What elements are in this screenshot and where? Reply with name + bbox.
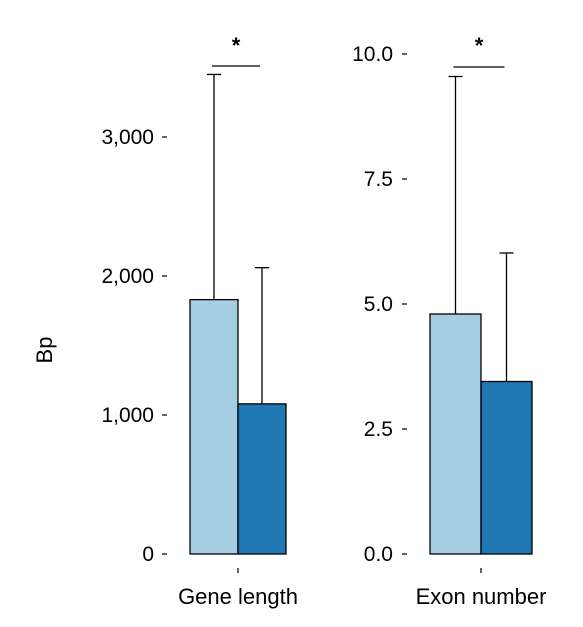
bar	[189, 298, 239, 555]
y-tick-label: 5.0	[364, 293, 393, 316]
y-tick-label: 0	[142, 543, 154, 566]
y-tick-label: 10.0	[352, 43, 393, 66]
bar	[429, 313, 482, 555]
x-category-label: Gene length	[178, 584, 298, 609]
significance-label: *	[475, 33, 484, 58]
y-tick-label: 2.5	[364, 418, 393, 441]
y-tick-label: 7.5	[364, 168, 393, 191]
y-tick-label: 0.0	[364, 543, 393, 566]
significance-label: *	[232, 33, 241, 58]
x-category-label: Exon number	[416, 584, 547, 609]
y-tick-label: 3,000	[101, 126, 154, 149]
y-axis-label: Bp	[32, 337, 57, 364]
y-tick-label: 2,000	[101, 265, 154, 288]
bar	[237, 403, 287, 555]
y-tick-label: 1,000	[101, 404, 154, 427]
bar	[480, 380, 533, 555]
